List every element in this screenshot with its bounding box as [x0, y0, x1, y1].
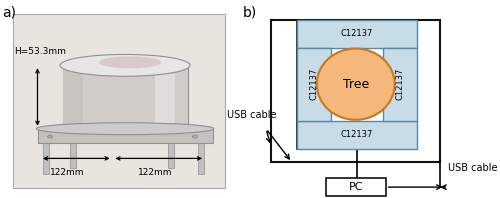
Text: C12137: C12137 — [396, 68, 404, 100]
Text: C12137: C12137 — [310, 68, 318, 100]
Text: USB cable: USB cable — [227, 110, 276, 120]
Ellipse shape — [60, 54, 190, 76]
Bar — [168, 135, 174, 168]
Bar — [297, 20, 417, 149]
Text: PC: PC — [348, 182, 363, 192]
Bar — [70, 135, 76, 168]
Bar — [38, 129, 212, 143]
Bar — [12, 14, 225, 188]
Text: C12137: C12137 — [341, 130, 373, 139]
Bar — [62, 65, 82, 129]
Text: H=53.3mm: H=53.3mm — [14, 47, 66, 56]
Ellipse shape — [316, 49, 394, 120]
Bar — [326, 178, 386, 196]
Bar — [42, 141, 49, 174]
Bar — [62, 65, 188, 129]
Ellipse shape — [36, 123, 214, 135]
Text: 122mm: 122mm — [138, 168, 172, 177]
Ellipse shape — [192, 135, 198, 138]
Text: C12137: C12137 — [341, 29, 373, 38]
Bar — [297, 20, 417, 48]
Ellipse shape — [48, 135, 52, 138]
Bar — [383, 48, 417, 121]
Bar — [297, 121, 417, 148]
Text: b): b) — [242, 6, 257, 20]
Bar — [271, 20, 440, 162]
Ellipse shape — [99, 56, 161, 68]
Text: a): a) — [2, 6, 16, 20]
Text: USB cable: USB cable — [448, 163, 498, 173]
Bar — [198, 141, 204, 174]
Bar — [297, 48, 331, 121]
Bar — [155, 65, 175, 129]
Text: 122mm: 122mm — [50, 168, 84, 177]
Text: Tree: Tree — [342, 78, 369, 91]
